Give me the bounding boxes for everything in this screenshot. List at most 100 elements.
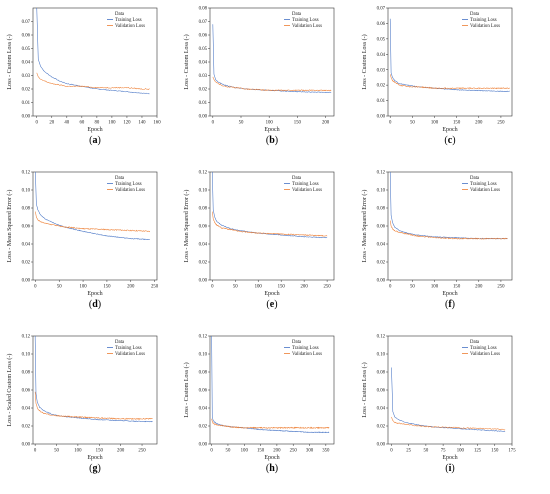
x-tick-label: 100 xyxy=(431,121,439,126)
x-tick-label: 100 xyxy=(241,449,249,454)
series-group xyxy=(36,8,150,95)
y-axis-label: Loss - Mean Squared Error (-) xyxy=(6,190,13,263)
x-tick-label: 50 xyxy=(226,449,231,454)
y-axis-label: Loss - Custom Loss (-) xyxy=(6,34,13,89)
legend-entry: Training Loss xyxy=(470,182,497,187)
x-tick-label: 100 xyxy=(431,285,439,290)
panel-label: (a) xyxy=(89,135,101,146)
x-tick-label: 50 xyxy=(233,285,238,290)
x-tick-label: 20 xyxy=(49,121,54,126)
series-group xyxy=(212,172,328,239)
x-tick-label: 50 xyxy=(57,285,62,290)
y-tick-label: 0.02 xyxy=(199,261,208,266)
x-tick-label: 350 xyxy=(322,449,330,454)
chart-panel: 0.00 0.02 0.04 0.06 0.08 0.10 0.12 0 50 100 150 200… xyxy=(6,335,158,474)
y-tick-label: 0.08 xyxy=(199,207,208,212)
y-tick-label: 0.00 xyxy=(199,279,208,284)
x-tick-label: 0 xyxy=(390,449,393,454)
panel-label: (i) xyxy=(445,463,454,474)
x-tick-label: 150 xyxy=(453,285,461,290)
y-tick-label: 0.10 xyxy=(22,353,31,358)
y-tick-label: 0.01 xyxy=(22,101,31,106)
x-tick-label: 200 xyxy=(475,121,483,126)
legend-title: Data xyxy=(292,176,302,181)
legend-entry: Validation Loss xyxy=(115,188,145,193)
chart-panel: 0.00 0.01 0.02 0.03 0.04 0.05 0.06 0.07 0 20 40 60 8… xyxy=(6,7,161,146)
y-tick-label: 0.04 xyxy=(22,243,31,248)
x-axis-label: Epoch xyxy=(442,291,457,297)
y-tick-label: 0.10 xyxy=(377,353,386,358)
validation-loss-line xyxy=(391,416,506,431)
validation-loss-line xyxy=(36,72,150,90)
y-tick-label: 0.00 xyxy=(22,279,31,284)
legend-entry: Training Loss xyxy=(292,18,319,23)
y-axis-label: Loss - Scaled Custom Loss (-) xyxy=(6,354,13,427)
series-group xyxy=(35,172,151,241)
y-axis-label: Loss - Custom Loss (-) xyxy=(361,34,368,89)
y-tick-label: 0.08 xyxy=(199,7,208,12)
legend-entry: Validation Loss xyxy=(470,24,500,29)
y-tick-label: 0.02 xyxy=(22,261,31,266)
y-tick-label: 0.10 xyxy=(199,189,208,194)
x-axis-label: Epoch xyxy=(264,127,279,133)
y-tick-label: 0.02 xyxy=(377,84,386,89)
y-axis-label: Loss - Custom Loss (-) xyxy=(361,362,368,417)
y-tick-label: 0.06 xyxy=(22,389,31,394)
x-axis-label: Epoch xyxy=(87,291,102,297)
x-tick-label: 0 xyxy=(210,449,213,454)
x-tick-label: 50 xyxy=(239,121,244,126)
x-tick-label: 150 xyxy=(294,121,302,126)
legend-entry: Training Loss xyxy=(470,346,497,351)
legend-entry: Validation Loss xyxy=(115,352,145,357)
x-tick-label: 75 xyxy=(441,449,446,454)
training-loss-line xyxy=(34,336,153,423)
legend-title: Data xyxy=(470,176,480,181)
x-axis-label: Epoch xyxy=(264,291,279,297)
validation-loss-line xyxy=(389,74,510,90)
y-tick-label: 0.00 xyxy=(377,443,386,448)
y-tick-label: 0.06 xyxy=(377,225,386,230)
x-tick-label: 250 xyxy=(138,449,146,454)
y-tick-label: 0.04 xyxy=(377,53,386,58)
series-group xyxy=(389,172,508,240)
validation-loss-line xyxy=(212,211,328,237)
y-tick-label: 0.10 xyxy=(377,189,386,194)
y-tick-label: 0.12 xyxy=(22,335,31,340)
x-tick-label: 175 xyxy=(508,449,516,454)
chart-panel: 0.00 0.01 0.02 0.03 0.04 0.05 0.06 0.07 0.08 0 50 1… xyxy=(183,7,335,146)
y-axis-label: Loss - Mean Squared Error (-) xyxy=(361,190,368,263)
x-tick-label: 200 xyxy=(301,285,309,290)
x-tick-label: 300 xyxy=(306,449,314,454)
x-tick-label: 120 xyxy=(123,121,131,126)
x-tick-label: 200 xyxy=(273,449,281,454)
x-tick-label: 100 xyxy=(457,449,465,454)
y-tick-label: 0.12 xyxy=(377,335,386,340)
y-tick-label: 0.08 xyxy=(377,371,386,376)
x-tick-label: 150 xyxy=(103,285,111,290)
validation-loss-line xyxy=(389,220,508,240)
y-tick-label: 0.02 xyxy=(377,425,386,430)
x-axis-label: Epoch xyxy=(442,455,457,461)
validation-loss-line xyxy=(212,76,332,92)
chart-panel: 0.00 0.01 0.02 0.03 0.04 0.05 0.06 0.07 0 50 100 15… xyxy=(361,7,513,146)
legend-entry: Validation Loss xyxy=(470,352,500,357)
x-tick-label: 25 xyxy=(406,449,411,454)
y-tick-label: 0.04 xyxy=(199,243,208,248)
x-tick-label: 50 xyxy=(423,449,428,454)
y-tick-label: 0.01 xyxy=(199,101,208,106)
y-tick-label: 0.03 xyxy=(377,68,386,73)
x-tick-label: 200 xyxy=(475,285,483,290)
y-tick-label: 0.04 xyxy=(22,61,31,66)
y-tick-label: 0.00 xyxy=(377,115,386,120)
y-tick-label: 0.10 xyxy=(199,353,208,358)
x-tick-label: 250 xyxy=(290,449,298,454)
x-tick-label: 250 xyxy=(151,285,159,290)
y-tick-label: 0.06 xyxy=(199,34,208,39)
y-tick-label: 0.00 xyxy=(22,443,31,448)
y-tick-label: 0.00 xyxy=(377,279,386,284)
x-tick-label: 40 xyxy=(64,121,69,126)
y-tick-label: 0.00 xyxy=(22,115,31,120)
x-tick-label: 0 xyxy=(389,121,392,126)
y-tick-label: 0.08 xyxy=(377,207,386,212)
